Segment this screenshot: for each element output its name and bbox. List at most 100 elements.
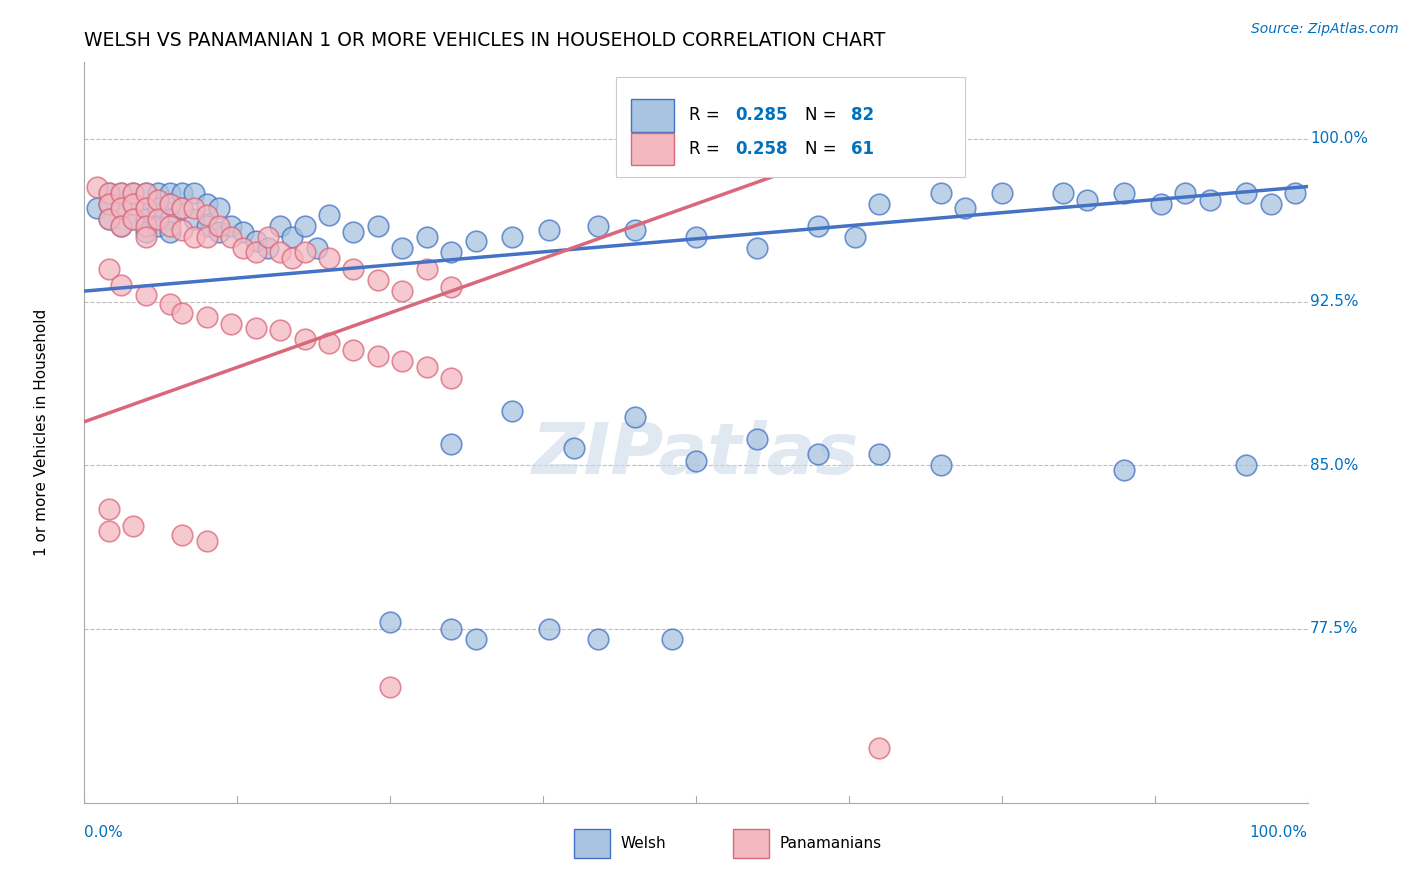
Text: 0.285: 0.285 [735, 106, 787, 124]
Point [1260, 197, 1282, 211]
Point [281, 252, 304, 266]
Point [391, 240, 413, 254]
Point [159, 197, 181, 211]
Point [232, 225, 254, 239]
Text: 100.0%: 100.0% [1310, 131, 1368, 146]
Point [367, 219, 389, 233]
Point [269, 323, 291, 337]
Point [502, 229, 524, 244]
Point [342, 225, 364, 239]
Point [195, 197, 218, 211]
Point [110, 186, 132, 200]
Point [502, 404, 524, 418]
Point [1076, 193, 1098, 207]
Text: 92.5%: 92.5% [1310, 294, 1358, 310]
Point [538, 622, 561, 636]
Point [440, 244, 463, 259]
Point [953, 202, 976, 216]
Point [183, 229, 205, 244]
FancyBboxPatch shape [616, 78, 965, 178]
Point [416, 360, 439, 375]
Point [991, 186, 1014, 200]
Point [135, 202, 157, 216]
Point [1284, 186, 1306, 200]
Point [135, 225, 157, 239]
Point [172, 186, 194, 200]
Text: 82: 82 [851, 106, 875, 124]
Point [294, 219, 316, 233]
Point [1150, 197, 1173, 211]
Point [624, 410, 647, 425]
Text: 85.0%: 85.0% [1310, 458, 1358, 473]
Point [122, 212, 145, 227]
Point [208, 202, 231, 216]
Point [146, 202, 169, 216]
Point [318, 252, 340, 266]
Point [195, 219, 218, 233]
Text: Panamanians: Panamanians [779, 836, 882, 851]
Point [294, 244, 316, 259]
Point [195, 229, 218, 244]
Point [1236, 458, 1258, 473]
Point [257, 240, 280, 254]
Point [110, 202, 132, 216]
Point [135, 186, 157, 200]
Point [869, 197, 891, 211]
Point [183, 202, 205, 216]
Point [281, 229, 304, 244]
Point [195, 208, 218, 222]
Point [110, 219, 132, 233]
Point [135, 202, 157, 216]
Point [391, 353, 413, 368]
Point [318, 208, 340, 222]
Point [318, 336, 340, 351]
Point [464, 632, 486, 647]
Point [464, 234, 486, 248]
Point [110, 277, 132, 292]
Point [146, 193, 169, 207]
Point [135, 212, 157, 227]
Point [97, 501, 120, 516]
Point [416, 229, 439, 244]
Text: N =: N = [804, 106, 842, 124]
Text: N =: N = [804, 140, 842, 158]
Point [219, 317, 242, 331]
Point [110, 219, 132, 233]
Point [183, 186, 205, 200]
Point [1114, 462, 1136, 476]
Text: 0.0%: 0.0% [84, 825, 124, 840]
Text: 1 or more Vehicles in Household: 1 or more Vehicles in Household [34, 309, 49, 557]
Point [159, 297, 181, 311]
Text: 61: 61 [851, 140, 875, 158]
Point [747, 432, 769, 446]
Point [232, 240, 254, 254]
Point [172, 202, 194, 216]
Point [844, 229, 866, 244]
Point [219, 229, 242, 244]
Point [122, 519, 145, 533]
Point [159, 197, 181, 211]
Point [146, 212, 169, 227]
Text: WELSH VS PANAMANIAN 1 OR MORE VEHICLES IN HOUSEHOLD CORRELATION CHART: WELSH VS PANAMANIAN 1 OR MORE VEHICLES I… [84, 30, 886, 50]
Point [685, 229, 707, 244]
Point [440, 436, 463, 450]
Point [122, 197, 145, 211]
Point [245, 321, 267, 335]
Point [195, 534, 218, 549]
Point [380, 615, 402, 629]
Point [391, 284, 413, 298]
Point [1198, 193, 1220, 207]
Point [97, 197, 120, 211]
Point [257, 229, 280, 244]
Point [159, 186, 181, 200]
Point [183, 212, 205, 227]
Point [1236, 186, 1258, 200]
Point [172, 528, 194, 542]
Point [1114, 186, 1136, 200]
Point [122, 186, 145, 200]
Point [97, 197, 120, 211]
Text: 100.0%: 100.0% [1250, 825, 1308, 840]
FancyBboxPatch shape [631, 99, 673, 131]
Point [110, 186, 132, 200]
Point [219, 219, 242, 233]
